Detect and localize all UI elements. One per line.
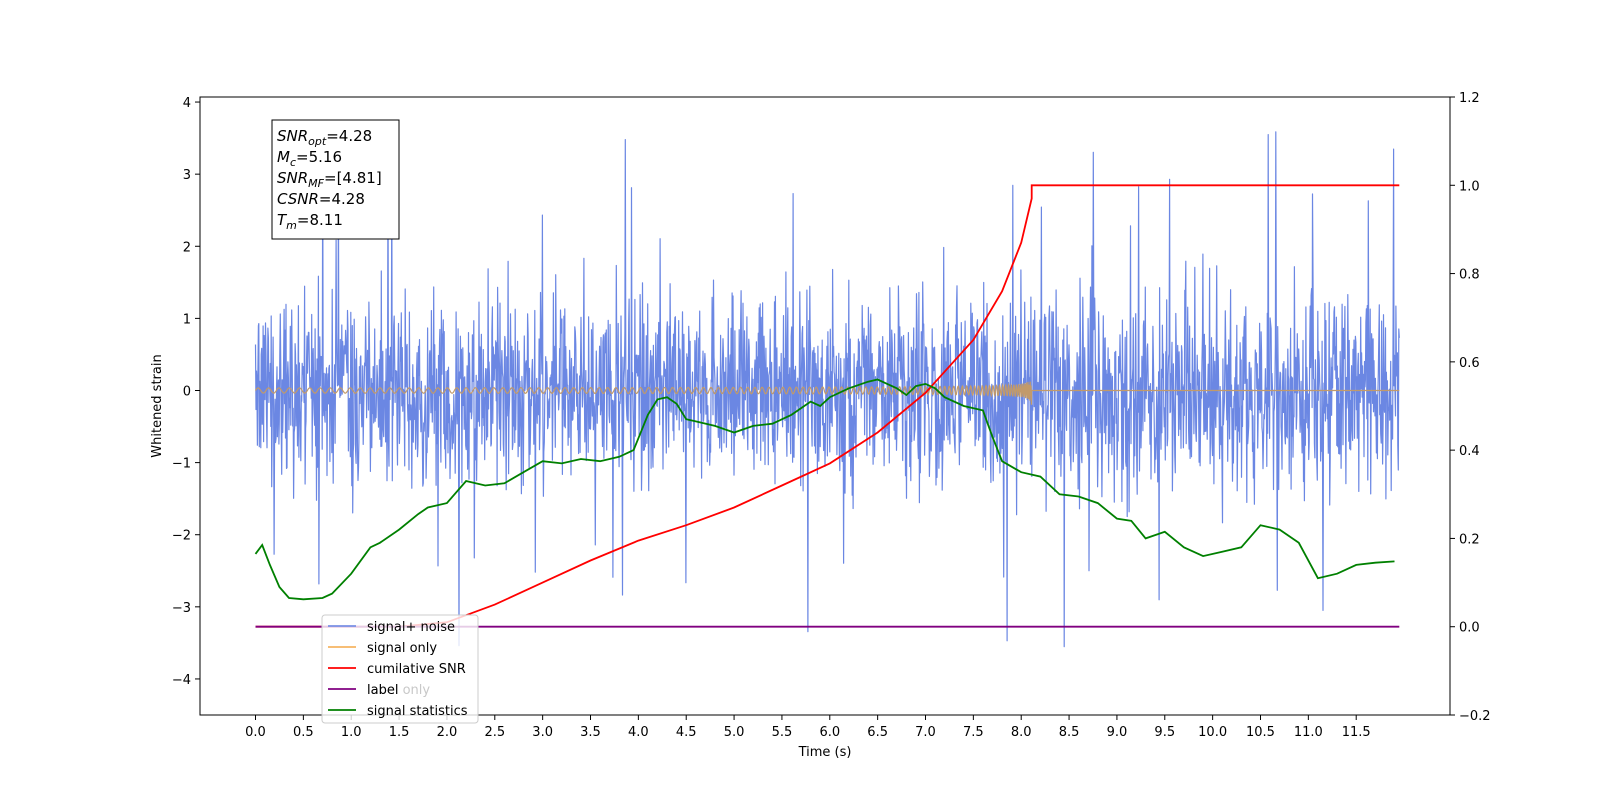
info-line-name: CSNR [277, 190, 319, 208]
info-line: SNRopt=4.28 [277, 127, 372, 148]
x-tick-label: 1.5 [389, 725, 410, 740]
legend-items: signal+ noise signal only cumilative SNR si… [328, 620, 468, 719]
info-line-subscript: MF [308, 177, 324, 190]
x-tick-label: 0.5 [293, 725, 314, 740]
info-line-subscript: opt [308, 135, 327, 148]
series-signal-noise [254, 131, 1400, 648]
info-line: Mc=5.16 [277, 148, 342, 169]
x-axis-ticks: 0.0 0.5 1.0 1.5 2.0 2.5 3.0 3.5 4.0 4.5 5.0 5.5 6.0 6… [245, 715, 1371, 740]
x-tick-label: 8.5 [1059, 725, 1080, 740]
info-line-value: =4.28 [326, 127, 372, 145]
y-tick-label: 4 [183, 96, 191, 111]
info-line: CSNR=4.28 [277, 190, 365, 208]
y2-tick-label: 1.2 [1459, 91, 1480, 106]
y2-tick-label: 1.0 [1459, 179, 1480, 194]
info-box-frame [271, 119, 400, 240]
legend-label: signal only [367, 641, 437, 656]
legend-label: cumilative SNR [367, 662, 466, 677]
x-tick-label: 2.0 [437, 725, 458, 740]
y2-tick-label: 0.8 [1459, 268, 1480, 283]
info-line-value: =5.16 [296, 148, 342, 166]
x-tick-label: 4.0 [628, 725, 649, 740]
x-tick-label: 6.0 [819, 725, 840, 740]
legend-label-hidden: label only [367, 683, 430, 698]
info-line-value: =4.28 [319, 190, 365, 208]
x-tick-label: 3.5 [580, 725, 601, 740]
legend-label: signal+ noise [367, 620, 455, 635]
legend-frame [321, 614, 479, 724]
x-tick-label: 4.5 [676, 725, 697, 740]
info-lines: SNRopt=4.28Mc=5.16SNRMF=[4.81]CSNR=4.28T… [277, 127, 382, 232]
x-tick-label: 0.0 [245, 725, 266, 740]
x-tick-label: 11.5 [1342, 725, 1371, 740]
y-axis-label: Whitened strain [150, 354, 165, 457]
y2-tick-label: 0.6 [1459, 356, 1480, 371]
y-tick-label: 3 [183, 168, 191, 183]
y-tick-label: −3 [172, 601, 191, 616]
x-tick-label: 7.5 [963, 725, 984, 740]
x-tick-label: 10.0 [1198, 725, 1227, 740]
info-line-name: SNR [277, 169, 308, 187]
x-tick-label: 11.0 [1294, 725, 1323, 740]
info-line: Tm=8.11 [277, 211, 343, 232]
info-line-subscript: m [286, 219, 297, 232]
y2-axis-ticks: 1.2 1.0 0.8 0.6 0.4 0.2 0.0 −0.2 [1450, 91, 1491, 724]
x-tick-label: 8.0 [1011, 725, 1032, 740]
x-tick-label: 5.5 [772, 725, 793, 740]
y2-tick-label: 0.4 [1459, 444, 1480, 459]
axes-frame [199, 96, 1451, 716]
y-tick-label: 1 [183, 312, 191, 327]
y-axis-ticks: 4 3 2 1 0 −1 −2 −3 −4 [172, 96, 200, 688]
y-tick-label: 0 [183, 384, 191, 399]
legend-label: signal statistics [367, 704, 468, 719]
x-tick-label: 2.5 [484, 725, 505, 740]
x-tick-label: 10.5 [1246, 725, 1275, 740]
y2-tick-label: 0.0 [1459, 621, 1480, 636]
x-axis-label: Time (s) [798, 745, 852, 760]
info-box: SNRopt=4.28Mc=5.16SNRMF=[4.81]CSNR=4.28T… [271, 119, 400, 240]
info-line-value: =[4.81] [324, 169, 382, 187]
info-line-subscript: c [290, 156, 296, 169]
x-tick-label: 9.5 [1154, 725, 1175, 740]
x-tick-label: 1.0 [341, 725, 362, 740]
info-line-value: =8.11 [297, 211, 343, 229]
series-signal-statistics [254, 378, 1395, 601]
y-tick-label: −1 [172, 457, 191, 472]
info-line-name: SNR [277, 127, 308, 145]
x-tick-label: 9.0 [1107, 725, 1128, 740]
x-tick-label: 6.5 [867, 725, 888, 740]
legend-label: label [367, 683, 398, 698]
x-tick-label: 3.0 [532, 725, 553, 740]
x-tick-label: 5.0 [724, 725, 745, 740]
y-tick-label: −4 [172, 673, 191, 688]
y2-tick-label: −0.2 [1459, 709, 1491, 724]
y-tick-label: −2 [172, 529, 191, 544]
info-line-name: T [277, 211, 288, 229]
legend: signal+ noise signal only cumilative SNR si… [321, 614, 479, 724]
y-tick-label: 2 [183, 240, 191, 255]
info-line: SNRMF=[4.81] [277, 169, 382, 190]
x-tick-label: 7.0 [915, 725, 936, 740]
info-line-name: M [277, 148, 290, 166]
series-signal-only [255, 381, 1400, 405]
y2-tick-label: 0.2 [1459, 532, 1480, 547]
